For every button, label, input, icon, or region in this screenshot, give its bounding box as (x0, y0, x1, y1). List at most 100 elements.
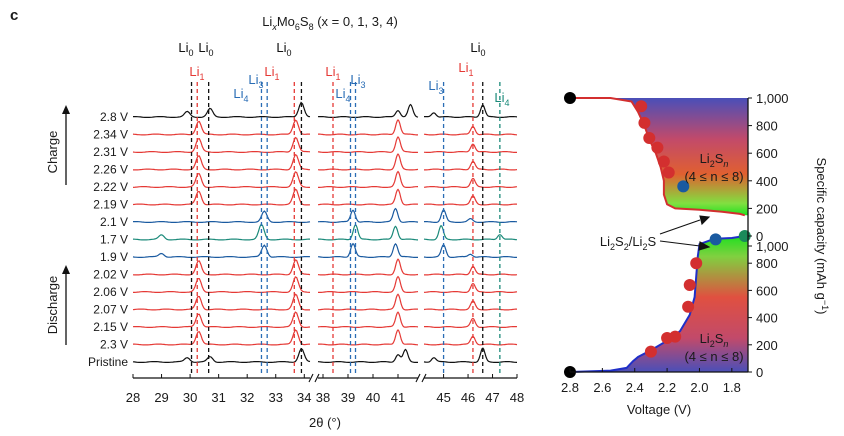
reference-label: Li4 (233, 86, 248, 104)
x-tick-label: 39 (341, 390, 355, 405)
upper-phase-n: n (723, 159, 728, 169)
reference-label: Li3 (248, 72, 263, 90)
series-label: 2.31 V (93, 145, 128, 159)
x-tick-label: 38 (316, 390, 330, 405)
reference-label: Li3 (428, 78, 443, 96)
lower-phase-n: n (723, 339, 728, 349)
xrd-trace (133, 329, 311, 346)
ec-y-tick-label-lower: 0 (756, 365, 763, 380)
xrd-trace (317, 207, 419, 223)
xrd-trace (132, 259, 311, 276)
axis-break-mark (308, 373, 314, 383)
reference-label: Li0 (178, 40, 193, 58)
xrd-trace (318, 328, 418, 346)
voltage-capacity-plot: 2.8 2.6 2.4 2.2 2.0 1.8 Voltage (V) 1,000 800 600… (561, 91, 789, 417)
ec-y-tick-label-lower: 200 (756, 338, 778, 353)
xrd-trace (317, 153, 419, 171)
charge-curve (570, 97, 746, 217)
mid-slash-li: /Li (629, 234, 643, 249)
xrd-trace (132, 347, 311, 363)
ec-x-tick-label: 2.4 (626, 380, 644, 395)
xrd-trace (423, 195, 517, 206)
x-tick-label: 34 (297, 390, 311, 405)
xrd-trace (317, 242, 418, 258)
xrd-plot: 2.8 V 2.34 V 2.31 V 2.26 V 2.22 V 2.19 V 2.1 V… (88, 40, 524, 430)
x-tick-label: 33 (269, 390, 283, 405)
charge-point (651, 141, 664, 154)
xrd-trace (318, 223, 418, 241)
charge-point (662, 166, 675, 179)
title-rest: (x = 0, 1, 3, 4) (314, 14, 398, 29)
xrd-trace (318, 275, 419, 293)
upper-phase-line1: Li2Sn (700, 151, 729, 169)
lower-phase-line2: (4 ≤ n ≤ 8) (684, 349, 743, 364)
discharge-point (661, 332, 674, 344)
x-tick-label: 40 (366, 390, 380, 405)
ec-y-tick-label-upper: 800 (756, 119, 778, 134)
xrd-trace (423, 244, 517, 258)
charge-label: Charge (45, 131, 60, 174)
xrd-trace (424, 104, 518, 118)
charge-point (635, 100, 648, 113)
ec-y-tick-label-lower: 1,000 (756, 239, 789, 254)
series-label: 2.06 V (93, 285, 128, 299)
reference-label: Li4 (335, 86, 350, 104)
axis-break-mark (415, 373, 421, 383)
discharge-point (644, 345, 657, 358)
upper-phase-li: Li (700, 151, 710, 166)
discharge-point (690, 257, 703, 270)
mid-phase-label: Li2S2/Li2S (600, 234, 657, 252)
xrd-trace (423, 125, 517, 136)
xrd-trace (133, 101, 311, 118)
discharge-point (709, 233, 722, 246)
xrd-trace (423, 300, 517, 311)
reference-label: Li1 (264, 64, 279, 82)
xrd-trace (132, 223, 310, 241)
reference-label: Li0 (470, 40, 485, 58)
lower-phase-sub: 2 (710, 339, 715, 349)
xrd-xlabel: 2θ (°) (309, 415, 341, 430)
xrd-trace (317, 136, 419, 153)
ec-y-tick-label-upper: 0 (756, 229, 763, 244)
x-tick-label: 48 (510, 390, 524, 405)
xrd-trace (318, 188, 419, 206)
xrd-trace (423, 282, 518, 293)
discharge-label: Discharge (45, 276, 60, 335)
title-part-c: S (300, 14, 309, 29)
charge-point (643, 132, 656, 145)
title-sub-8: 8 (309, 22, 314, 32)
upper-phase-sub: 2 (710, 159, 715, 169)
charge-point (638, 116, 651, 129)
xrd-trace (132, 171, 310, 188)
ec-ylabel-main: Specific capacity (mAh g (814, 158, 829, 300)
xrd-trace (424, 160, 518, 171)
xrd-trace (318, 118, 418, 136)
x-tick-label: 28 (126, 390, 140, 405)
xrd-trace (317, 348, 418, 363)
xrd-trace (133, 210, 311, 223)
x-tick-label: 29 (154, 390, 168, 405)
xrd-trace (317, 311, 419, 328)
reference-label: Li1 (458, 60, 473, 78)
mid-sub3: 2 (642, 242, 647, 252)
axis-break-mark (314, 373, 320, 383)
x-tick-label: 47 (485, 390, 499, 405)
xrd-trace (423, 224, 517, 241)
mid-sub2: 2 (624, 242, 629, 252)
title-part-a: Li (262, 14, 272, 29)
reference-label: Li4 (494, 90, 509, 108)
discharge-arrow: Discharge (45, 265, 70, 345)
discharge-point (683, 278, 696, 291)
series-label: 1.9 V (100, 250, 128, 264)
series-label: 2.02 V (93, 268, 128, 282)
ec-ylabel-sup: −1 (820, 300, 830, 310)
x-tick-label: 41 (391, 390, 405, 405)
lower-phase-s: S (715, 331, 724, 346)
series-label: 2.15 V (93, 320, 128, 334)
series-label: 2.3 V (100, 338, 128, 352)
reference-label: Li1 (189, 64, 204, 82)
x-tick-label: 46 (461, 390, 475, 405)
xrd-title: LixMo6S8 (x = 0, 1, 3, 4) (262, 14, 398, 32)
series-label: 2.34 V (93, 128, 128, 142)
